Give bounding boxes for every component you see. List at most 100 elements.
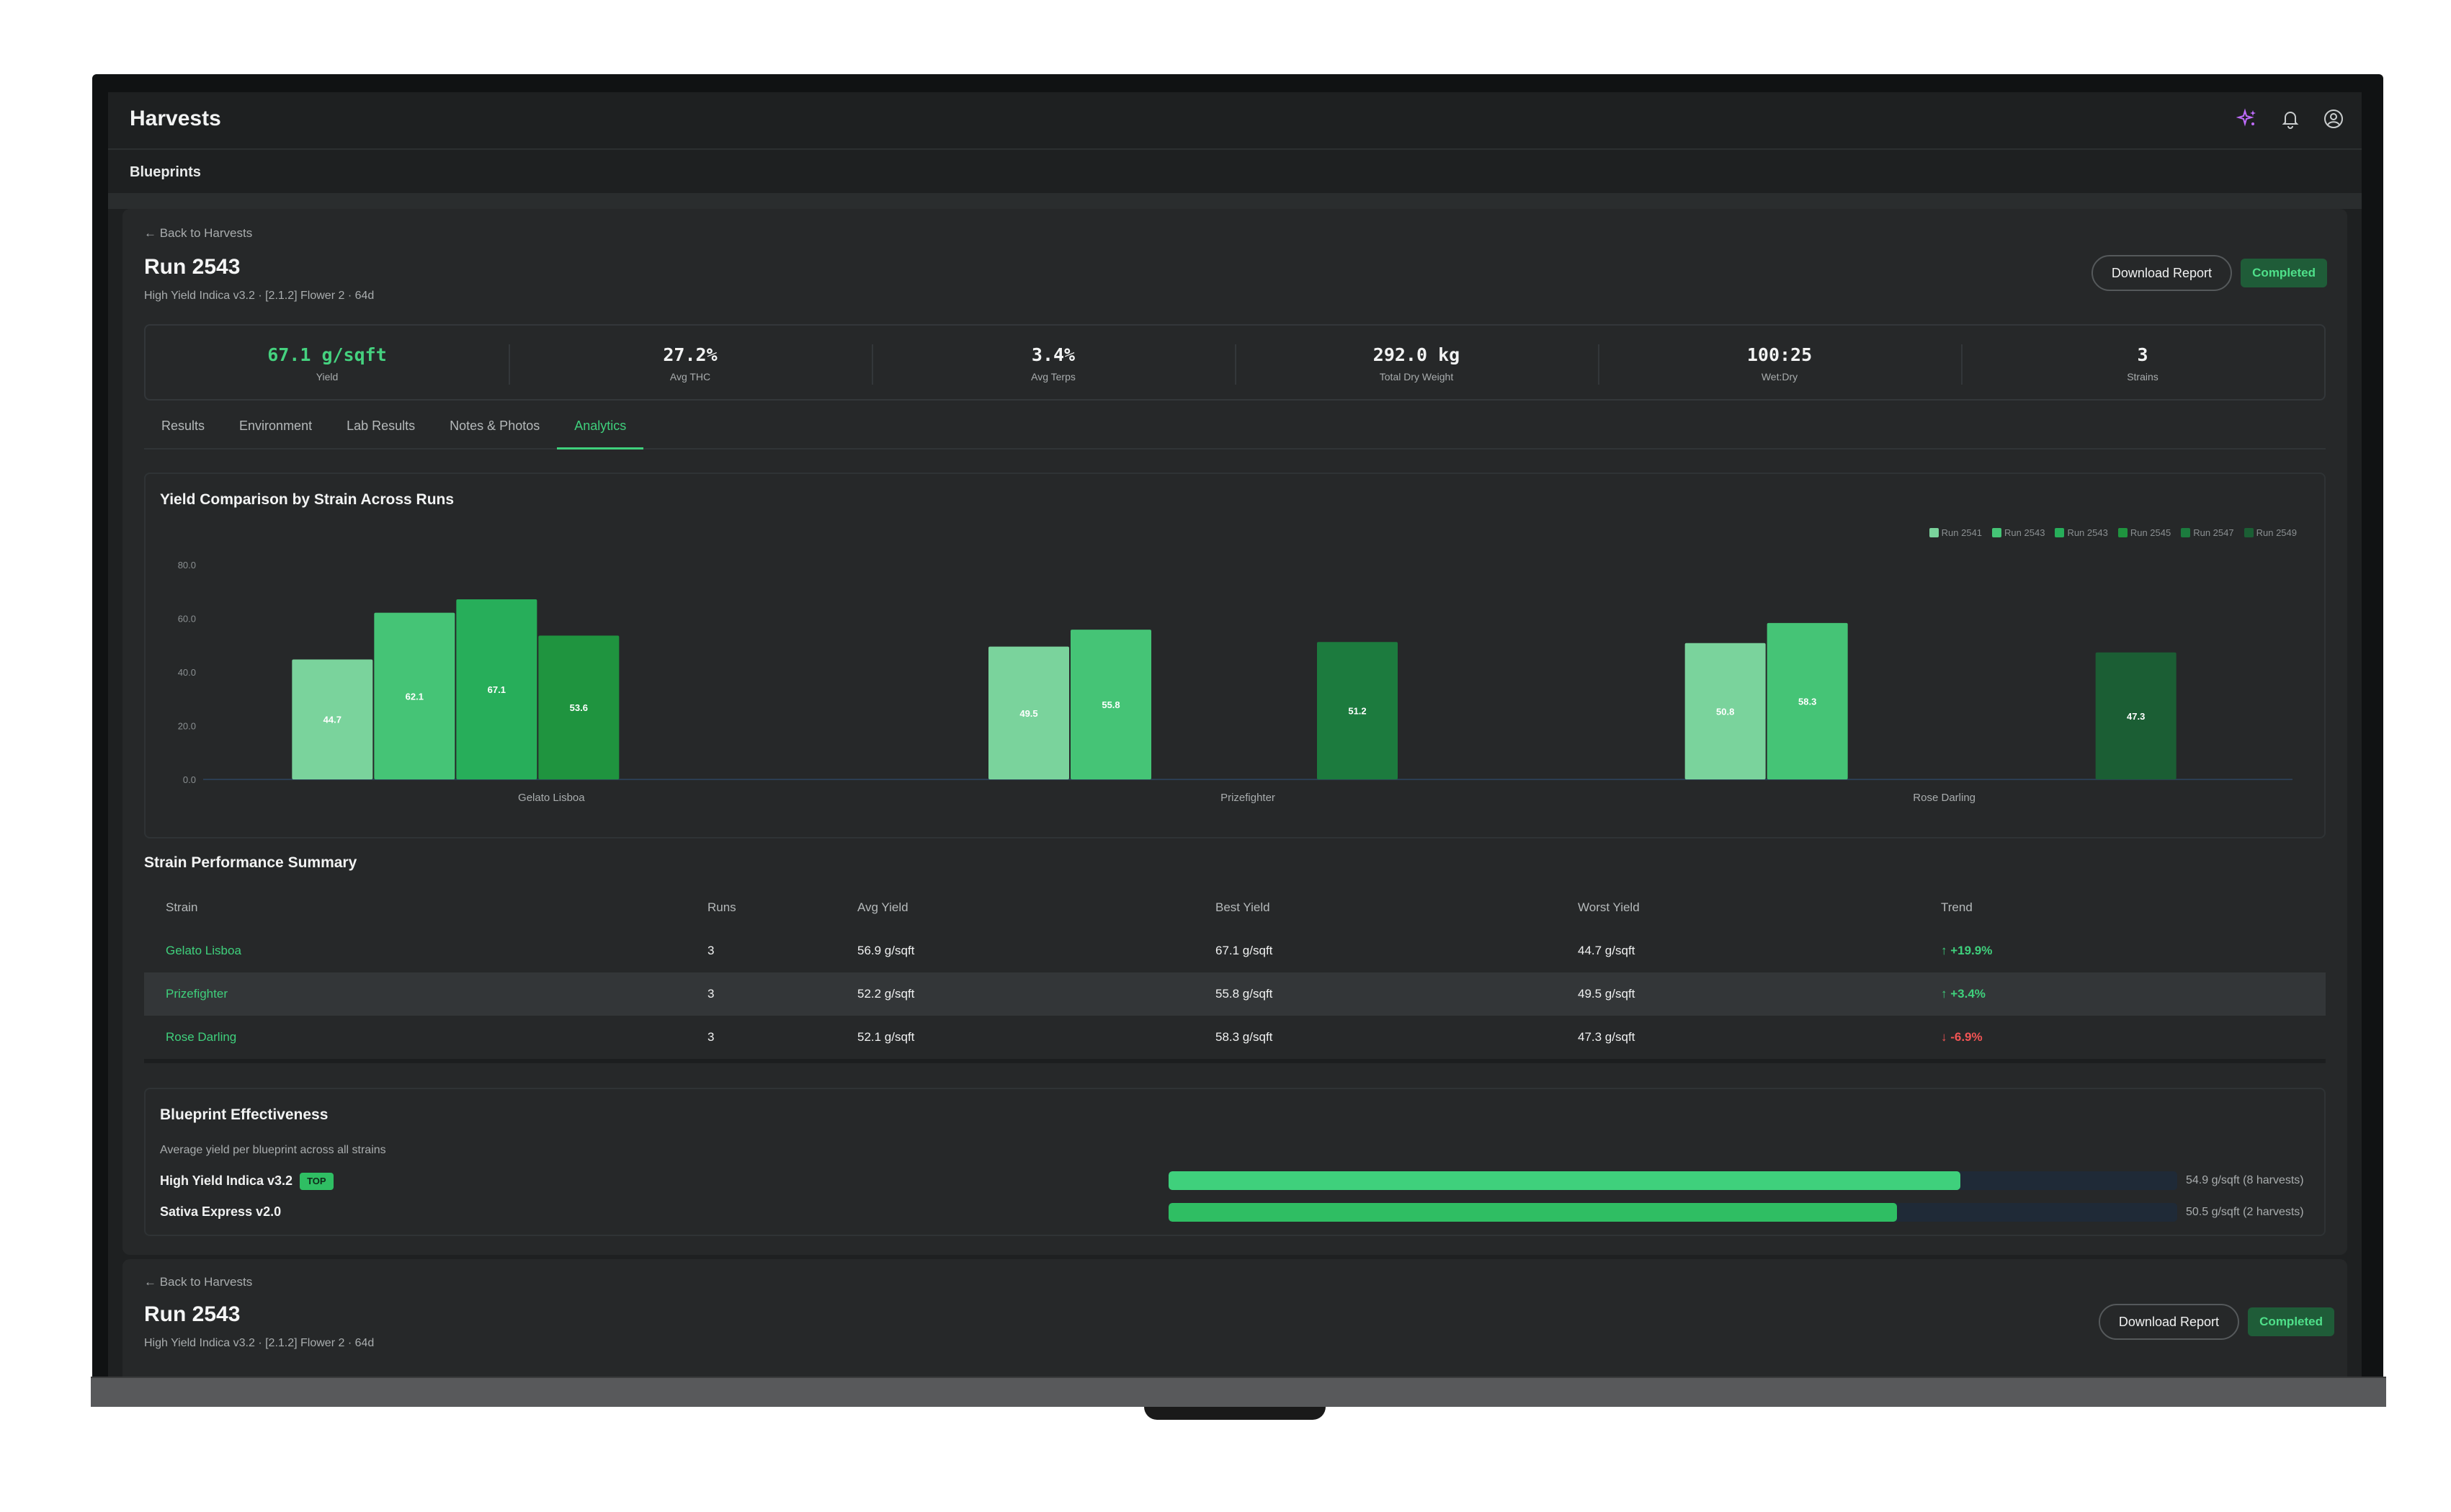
bar-value-label: 49.5: [1019, 708, 1037, 719]
legend-label: Run 2543: [2004, 527, 2045, 538]
avg-yield-cell: 52.1 g/sqft: [857, 1030, 915, 1044]
runs-cell: 3: [707, 987, 715, 1001]
app-screen: Harvests Blueprints ← Back to Harvests R…: [108, 92, 2362, 1377]
col-best-yield: Best Yield: [1215, 900, 1270, 914]
back-to-harvests-link[interactable]: ← Back to Harvests: [144, 226, 253, 240]
y-tick-label: 60.0: [178, 614, 196, 625]
back-to-harvests-link[interactable]: ← Back to Harvests: [144, 1275, 253, 1289]
user-circle-icon[interactable]: [2323, 108, 2344, 130]
kpi-row: 67.1 g/sqft Yield 27.2% Avg THC 3.4% Avg Te…: [144, 324, 2326, 401]
x-category-label: Gelato Lisboa: [518, 792, 585, 804]
strain-link[interactable]: Prizefighter: [166, 987, 228, 1001]
bar-value-label: 47.3: [2127, 711, 2145, 722]
kpi-avg-terps: 3.4% Avg Terps: [872, 326, 1235, 399]
run-detail-panel-repeat: ← Back to Harvests Run 2543 High Yield I…: [122, 1259, 2347, 1377]
blueprint-value: 50.5 g/sqft (2 harvests): [2186, 1206, 2304, 1218]
kpi-avg-thc: 27.2% Avg THC: [509, 326, 872, 399]
download-report-button[interactable]: Download Report: [2091, 255, 2232, 291]
col-avg-yield: Avg Yield: [857, 900, 908, 914]
strain-summary-title: Strain Performance Summary: [144, 854, 357, 871]
kpi-yield: 67.1 g/sqft Yield: [146, 326, 509, 399]
col-strain: Strain: [166, 900, 198, 914]
monitor-stand: [1144, 1407, 1326, 1420]
worst-yield-cell: 49.5 g/sqft: [1578, 987, 1635, 1001]
kpi-label: Total Dry Weight: [1379, 371, 1454, 383]
bell-icon[interactable]: [2280, 108, 2301, 130]
kpi-wet-dry: 100:25 Wet:Dry: [1598, 326, 1961, 399]
strain-link[interactable]: Gelato Lisboa: [166, 944, 241, 957]
status-badge: Completed: [2248, 1307, 2334, 1336]
blueprint-bar-track: [1169, 1203, 2177, 1222]
legend-item: Run 2541: [1929, 527, 1982, 538]
y-tick-label: 40.0: [178, 667, 196, 678]
legend-swatch: [2117, 528, 2128, 537]
subnav-blueprints[interactable]: Blueprints: [130, 164, 201, 180]
blueprint-row[interactable]: Sativa Express v2.0 50.5 g/sqft (2 harve…: [160, 1203, 2314, 1225]
tab-notes-photos[interactable]: Notes & Photos: [450, 419, 540, 433]
legend-item: Run 2543: [2055, 527, 2108, 538]
tab-lab-results[interactable]: Lab Results: [347, 419, 416, 433]
tab-analytics[interactable]: Analytics: [557, 411, 644, 449]
legend-item: Run 2547: [2181, 527, 2234, 538]
blueprint-name: Sativa Express v2.0: [160, 1204, 281, 1220]
legend-label: Run 2541: [1941, 527, 1983, 538]
kpi-strains: 3 Strains: [1961, 326, 2324, 399]
kpi-label: Wet:Dry: [1761, 371, 1798, 383]
status-badge: Completed: [2241, 259, 2327, 287]
trend-cell: ↓ -6.9%: [1941, 1030, 1983, 1044]
runs-cell: 3: [707, 944, 715, 957]
chart-bar: [1767, 622, 1848, 779]
kpi-value: 3: [2137, 344, 2148, 365]
run-detail-panel: ← Back to Harvests Run 2543 High Yield I…: [122, 209, 2347, 1255]
app-title: Harvests: [130, 107, 221, 130]
download-report-button[interactable]: Download Report: [2098, 1304, 2239, 1340]
top-bar: Harvests: [108, 92, 2362, 150]
run-subtitle: High Yield Indica v3.2 · [2.1.2] Flower …: [144, 1337, 375, 1349]
chart-bar: [374, 612, 455, 779]
trend-cell: ↑ +3.4%: [1941, 987, 1986, 1001]
chart-bar: [292, 659, 373, 779]
col-trend: Trend: [1941, 900, 1973, 914]
runs-cell: 3: [707, 1030, 715, 1044]
avg-yield-cell: 56.9 g/sqft: [857, 944, 915, 957]
kpi-label: Strains: [2127, 371, 2158, 383]
run-title: Run 2543: [144, 1302, 241, 1326]
kpi-label: Avg THC: [669, 371, 711, 383]
run-subtitle: High Yield Indica v3.2 · [2.1.2] Flower …: [144, 290, 375, 302]
avg-yield-cell: 52.2 g/sqft: [857, 987, 915, 1001]
chart-bar: [1684, 643, 1766, 779]
blueprint-effectiveness-card: Blueprint Effectiveness Average yield pe…: [144, 1088, 2326, 1236]
legend-item: Run 2545: [2117, 527, 2171, 538]
blueprint-row[interactable]: High Yield Indica v3.2 TOP 54.9 g/sqft (8…: [160, 1171, 2314, 1193]
blueprint-name-text: Sativa Express v2.0: [160, 1204, 282, 1219]
table-row[interactable]: Prizefighter 3 52.2 g/sqft 55.8 g/sqft 4…: [144, 972, 2326, 1016]
chart-bar: [2095, 652, 2177, 779]
blueprint-title: Blueprint Effectiveness: [160, 1106, 329, 1123]
kpi-label: Yield: [316, 371, 339, 383]
chart-bar: [988, 646, 1069, 779]
bar-value-label: 53.6: [570, 702, 588, 713]
top-badge: TOP: [300, 1173, 334, 1190]
strain-link[interactable]: Rose Darling: [166, 1030, 237, 1044]
worst-yield-cell: 47.3 g/sqft: [1578, 1030, 1635, 1044]
kpi-value: 27.2%: [663, 344, 718, 365]
table-row[interactable]: Gelato Lisboa 3 56.9 g/sqft 67.1 g/sqft …: [144, 929, 2326, 972]
x-category-label: Prizefighter: [1220, 792, 1275, 804]
best-yield-cell: 58.3 g/sqft: [1215, 1030, 1273, 1044]
tab-results[interactable]: Results: [161, 419, 205, 433]
monitor-bezel: [91, 1377, 2386, 1407]
blueprint-bar-fill: [1169, 1203, 1897, 1222]
legend-label: Run 2547: [2193, 527, 2234, 538]
best-yield-cell: 67.1 g/sqft: [1215, 944, 1273, 957]
blueprint-subtitle: Average yield per blueprint across all s…: [160, 1144, 386, 1156]
col-runs: Runs: [707, 900, 736, 914]
kpi-value: 3.4%: [1031, 344, 1076, 365]
tab-environment[interactable]: Environment: [239, 419, 313, 433]
sparkles-icon[interactable]: [2236, 108, 2258, 130]
legend-label: Run 2549: [2256, 527, 2297, 538]
trend-cell: ↑ +19.9%: [1941, 944, 1993, 957]
table-row[interactable]: Rose Darling 3 52.1 g/sqft 58.3 g/sqft 4…: [144, 1016, 2326, 1059]
y-tick-label: 80.0: [178, 560, 196, 571]
legend-swatch: [1929, 528, 1939, 537]
legend-item: Run 2549: [2244, 527, 2297, 538]
